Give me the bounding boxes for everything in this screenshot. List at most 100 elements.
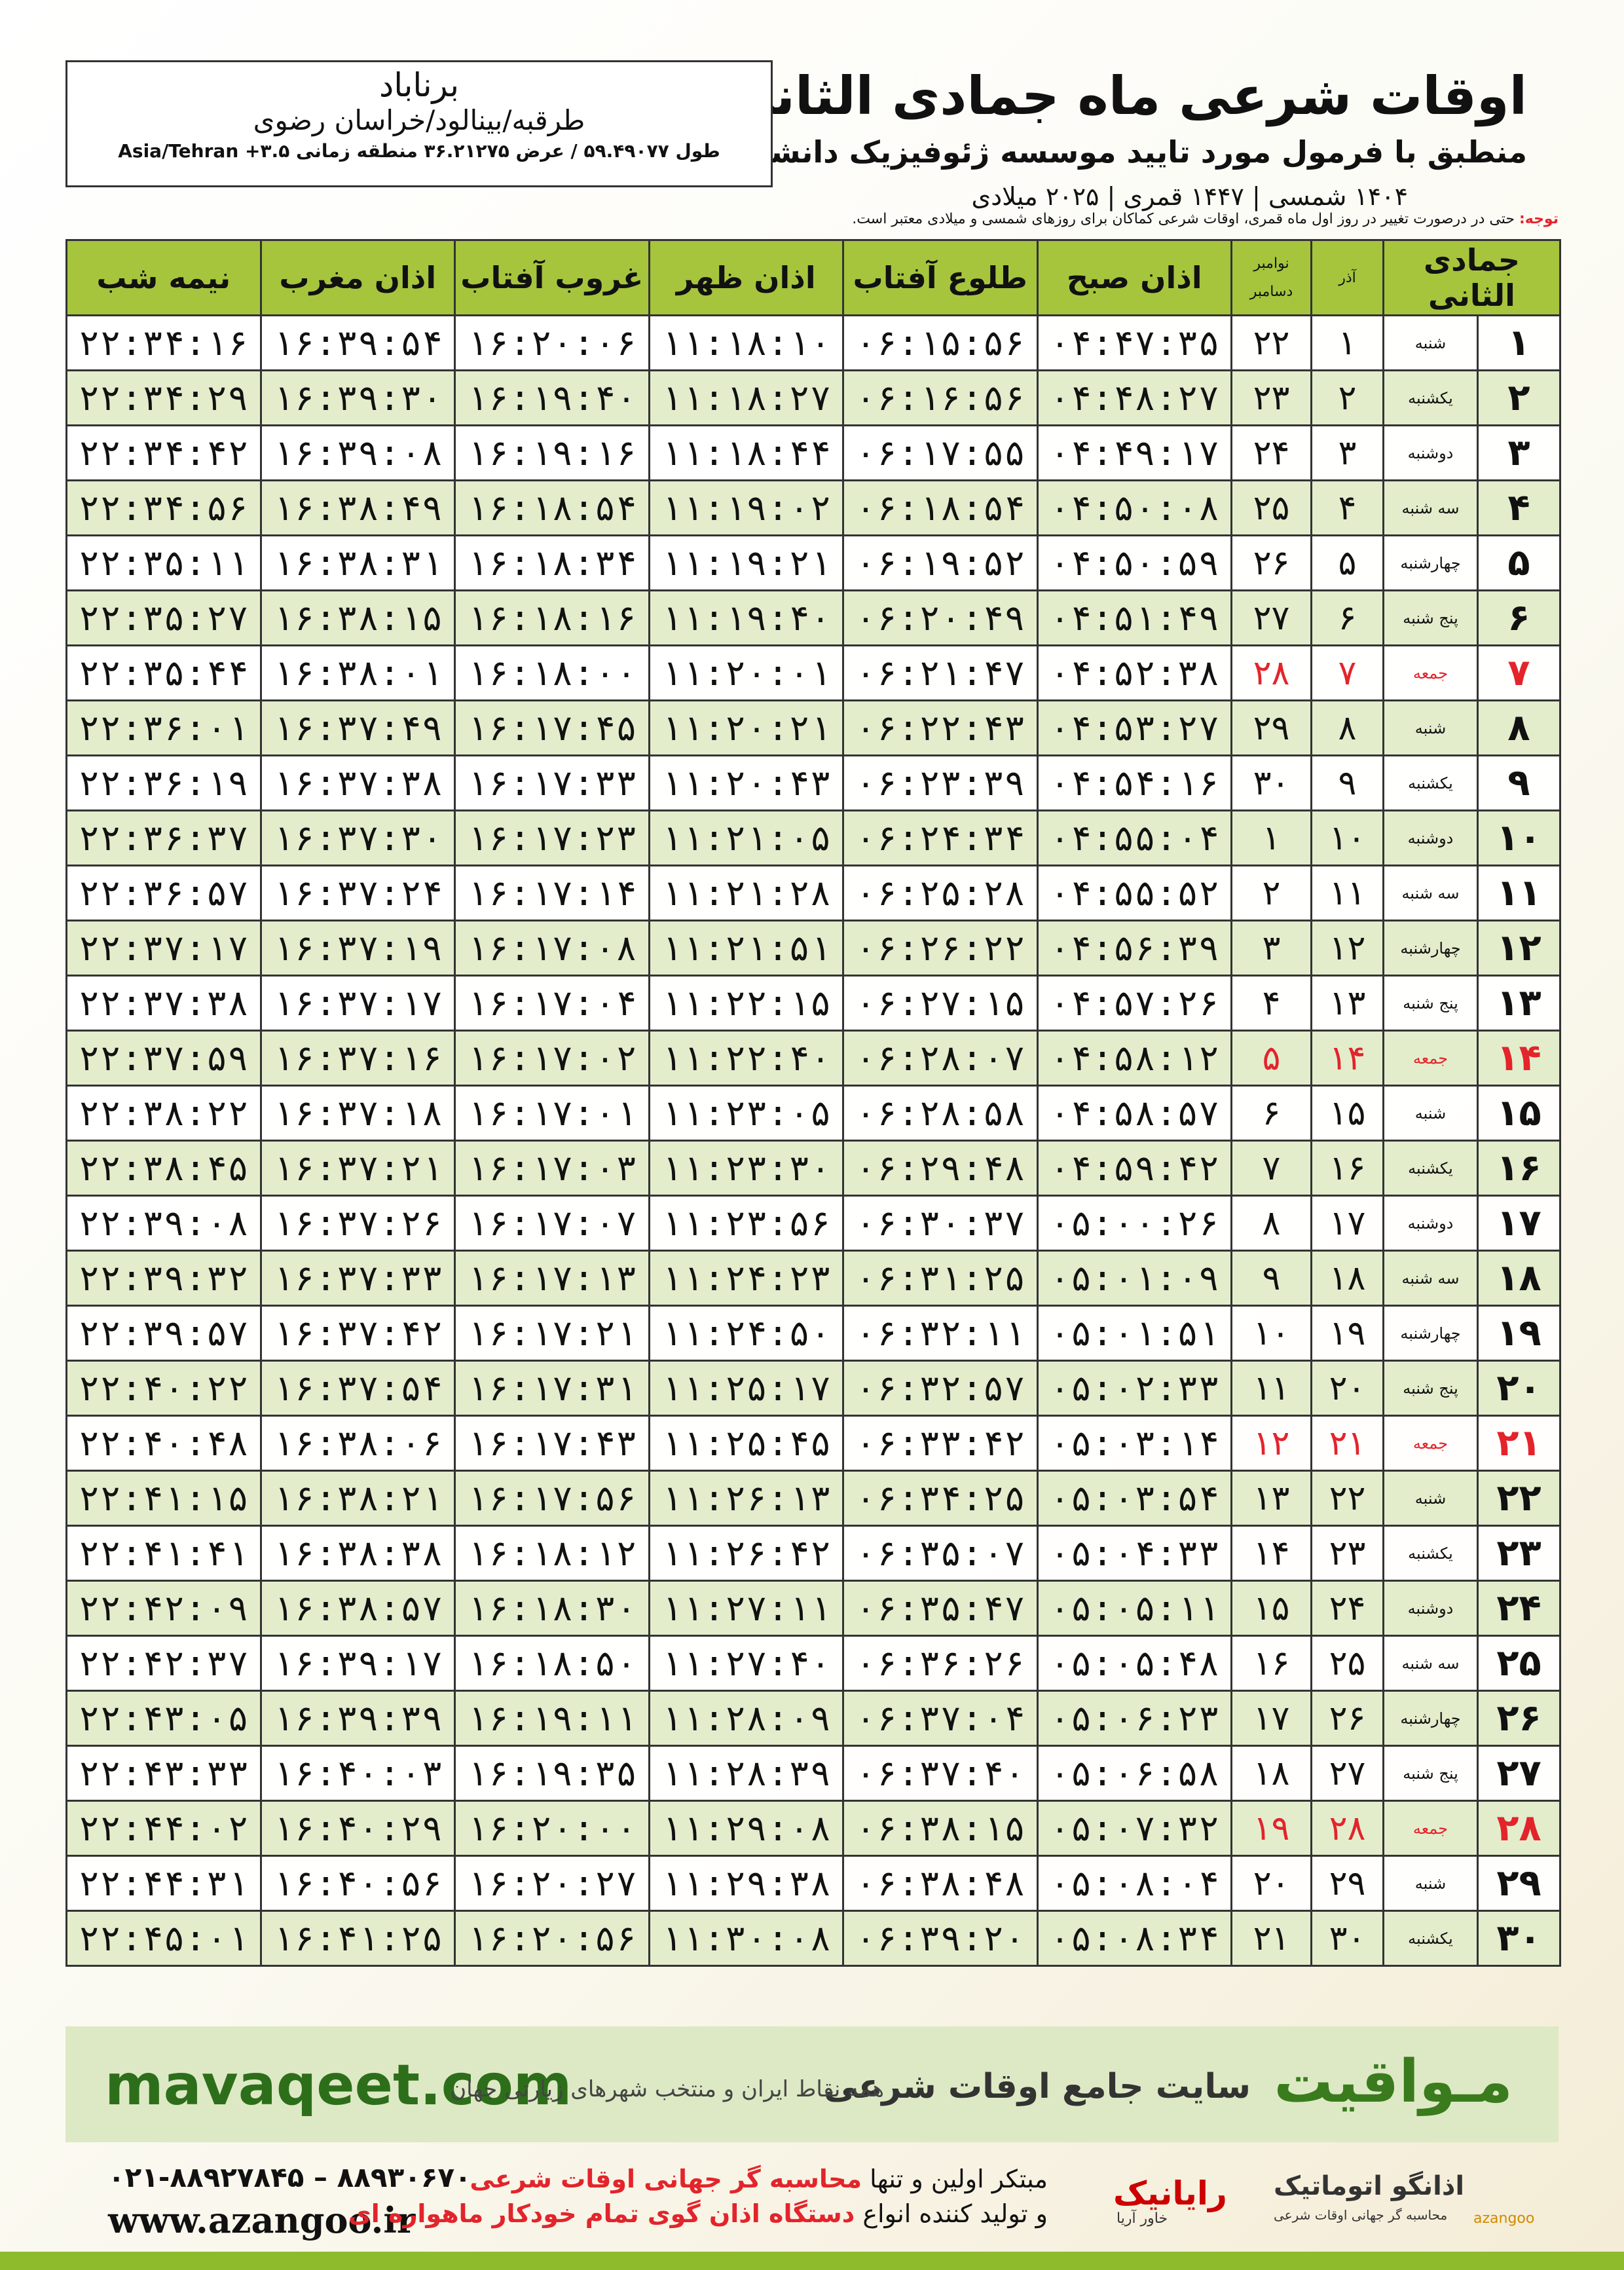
time-cell: ۱۶:۳۷:۳۰ xyxy=(259,809,456,866)
table-row: ۲۱ جمعه ۲۱ ۱۲ ۰۵:۰۳:۱۴ ۰۶:۳۳:۴۲ ۱۱:۲۵:۴۵ ۱۶:۱۷:… xyxy=(65,1415,1562,1472)
time-cell: ۱۱:۲۲:۴۰ xyxy=(648,1030,844,1087)
table-row: ۸ شنبه ۸ ۲۹ ۰۴:۵۳:۲۷ ۰۶:۲۲:۴۳ ۱۱:۲۰:۲۱ ۱۶:۱۷:۴۵… xyxy=(65,699,1562,756)
weekday: یکشنبه xyxy=(1382,1525,1479,1582)
footer-text: مبتکر اولین و تنها xyxy=(870,2165,1048,2193)
time-cell: ۰۵:۰۳:۱۴ xyxy=(1036,1415,1232,1472)
header-cell: غروب آفتاب xyxy=(454,239,650,316)
time-cell: ۱۱:۲۰:۴۳ xyxy=(648,754,844,811)
weekday: دوشنبه xyxy=(1382,1580,1479,1637)
time-cell: ۱۶:۳۸:۲۱ xyxy=(259,1470,456,1527)
gregorian-day: ۱۵ xyxy=(1230,1580,1312,1637)
time-cell: ۱۱:۲۹:۳۸ xyxy=(648,1855,844,1912)
day-number: ۱۹ xyxy=(1477,1305,1562,1362)
gregorian-day: ۲۹ xyxy=(1230,699,1312,756)
gregorian-day: ۱ xyxy=(1230,809,1312,866)
table-row: ۱۱ سه شنبه ۱۱ ۲ ۰۴:۵۵:۵۲ ۰۶:۲۵:۲۸ ۱۱:۲۱:۲۸ ۱۶:۱… xyxy=(65,865,1562,921)
time-cell: ۲۲:۳۵:۲۷ xyxy=(65,589,262,646)
day-number: ۲۳ xyxy=(1477,1525,1562,1582)
weekday: شنبه xyxy=(1382,314,1479,371)
time-cell: ۲۲:۴۱:۴۱ xyxy=(65,1525,262,1582)
table-row: ۷ جمعه ۷ ۲۸ ۰۴:۵۲:۳۸ ۰۶:۲۱:۴۷ ۱۱:۲۰:۰۱ ۱۶:۱۸:۰۰… xyxy=(65,644,1562,701)
time-cell: ۱۶:۱۸:۱۲ xyxy=(454,1525,650,1582)
website[interactable]: www.azangoo.ir xyxy=(108,2199,416,2241)
day-number: ۲ xyxy=(1477,369,1562,426)
time-cell: ۱۱:۲۰:۲۱ xyxy=(648,699,844,756)
time-cell: ۰۴:۵۸:۵۷ xyxy=(1036,1085,1232,1142)
time-cell: ۰۵:۰۷:۳۲ xyxy=(1036,1800,1232,1857)
azar-day: ۱۷ xyxy=(1310,1195,1384,1252)
weekday: یکشنبه xyxy=(1382,369,1479,426)
day-number: ۲۸ xyxy=(1477,1800,1562,1857)
table-row: ۱۹ چهارشنبه ۱۹ ۱۰ ۰۵:۰۱:۵۱ ۰۶:۳۲:۱۱ ۱۱:۲۴:۵۰ ۱۶… xyxy=(65,1305,1562,1362)
weekday: دوشنبه xyxy=(1382,1195,1479,1252)
azar-day: ۱ xyxy=(1310,314,1384,371)
time-cell: ۲۲:۳۷:۵۹ xyxy=(65,1030,262,1087)
day-number: ۹ xyxy=(1477,754,1562,811)
day-number: ۲۲ xyxy=(1477,1470,1562,1527)
time-cell: ۱۶:۳۷:۳۸ xyxy=(259,754,456,811)
subtitle: منطبق با فرمول مورد تایید موسسه ژئوفیزیک… xyxy=(627,134,1527,170)
years: ۱۴۰۴ شمسی | ۱۴۴۷ قمری | ۲۰۲۵ میلادی xyxy=(971,182,1408,211)
time-cell: ۰۶:۳۱:۲۵ xyxy=(842,1250,1039,1307)
table-row: ۱۵ شنبه ۱۵ ۶ ۰۴:۵۸:۵۷ ۰۶:۲۸:۵۸ ۱۱:۲۳:۰۵ ۱۶:۱۷:۰… xyxy=(65,1085,1562,1142)
azar-day: ۲۴ xyxy=(1310,1580,1384,1637)
weekday: سه شنبه xyxy=(1382,1250,1479,1307)
time-cell: ۰۶:۳۸:۱۵ xyxy=(842,1800,1039,1857)
time-cell: ۰۶:۲۰:۴۹ xyxy=(842,589,1039,646)
time-cell: ۱۱:۱۸:۲۷ xyxy=(648,369,844,426)
day-number: ۱۱ xyxy=(1477,865,1562,921)
azar-day: ۳۰ xyxy=(1310,1910,1384,1967)
title: اوقات شرعی ماه جمادی الثانی xyxy=(722,65,1527,126)
day-number: ۸ xyxy=(1477,699,1562,756)
time-cell: ۱۱:۲۷:۴۰ xyxy=(648,1635,844,1692)
gregorian-day: ۱۱ xyxy=(1230,1360,1312,1417)
city: برناباد xyxy=(378,66,460,104)
time-cell: ۱۱:۲۱:۲۸ xyxy=(648,865,844,921)
time-cell: ۱۶:۱۷:۰۸ xyxy=(454,920,650,977)
time-cell: ۰۶:۳۲:۵۷ xyxy=(842,1360,1039,1417)
logo-sub: محاسبه گر جهانی اوقات شرعی xyxy=(1274,2207,1448,2223)
azar-day: ۵ xyxy=(1310,534,1384,591)
table-row: ۲۹ شنبه ۲۹ ۲۰ ۰۵:۰۸:۰۴ ۰۶:۳۸:۴۸ ۱۱:۲۹:۳۸ ۱۶:۲۰:… xyxy=(65,1855,1562,1912)
gregorian-day: ۹ xyxy=(1230,1250,1312,1307)
time-cell: ۰۶:۳۴:۲۵ xyxy=(842,1470,1039,1527)
table-row: ۱۴ جمعه ۱۴ ۵ ۰۴:۵۸:۱۲ ۰۶:۲۸:۰۷ ۱۱:۲۲:۴۰ ۱۶:۱۷:۰… xyxy=(65,1030,1562,1087)
time-cell: ۰۵:۰۴:۳۳ xyxy=(1036,1525,1232,1582)
time-cell: ۲۲:۳۷:۳۸ xyxy=(65,975,262,1032)
time-cell: ۲۲:۴۲:۰۹ xyxy=(65,1580,262,1637)
weekday: جمعه xyxy=(1382,1415,1479,1472)
day-number: ۲۵ xyxy=(1477,1635,1562,1692)
header-cell: اذان مغرب xyxy=(259,239,456,316)
day-number: ۱۸ xyxy=(1477,1250,1562,1307)
coverage: همه نقاط ایران و منتخب شهرهای زیارتی جها… xyxy=(450,2076,884,2102)
day-number: ۳ xyxy=(1477,424,1562,481)
time-cell: ۰۴:۵۳:۲۷ xyxy=(1036,699,1232,756)
time-cell: ۰۶:۲۱:۴۷ xyxy=(842,644,1039,701)
time-cell: ۲۲:۴۴:۳۱ xyxy=(65,1855,262,1912)
gregorian-day: ۲۳ xyxy=(1230,369,1312,426)
azar-day: ۶ xyxy=(1310,589,1384,646)
weekday: چهارشنبه xyxy=(1382,534,1479,591)
time-cell: ۲۲:۳۵:۱۱ xyxy=(65,534,262,591)
time-cell: ۲۲:۳۸:۴۵ xyxy=(65,1140,262,1197)
gregorian-day: ۲۱ xyxy=(1230,1910,1312,1967)
site[interactable]: mavaqeet.com xyxy=(105,2053,572,2118)
time-cell: ۱۶:۱۷:۲۱ xyxy=(454,1305,650,1362)
brand: مـواقیت xyxy=(1274,2047,1513,2116)
time-cell: ۱۶:۱۷:۰۴ xyxy=(454,975,650,1032)
azar-day: ۲۷ xyxy=(1310,1745,1384,1802)
gregorian-day: ۲۰ xyxy=(1230,1855,1312,1912)
azar-day: ۱۰ xyxy=(1310,809,1384,866)
time-cell: ۰۵:۰۱:۰۹ xyxy=(1036,1250,1232,1307)
time-cell: ۱۶:۳۷:۲۱ xyxy=(259,1140,456,1197)
azar-day: ۷ xyxy=(1310,644,1384,701)
time-cell: ۰۶:۳۶:۲۶ xyxy=(842,1635,1039,1692)
gregorian-day: ۲۶ xyxy=(1230,534,1312,591)
time-cell: ۱۱:۱۸:۱۰ xyxy=(648,314,844,371)
time-cell: ۱۶:۳۷:۵۴ xyxy=(259,1360,456,1417)
time-cell: ۱۶:۲۰:۰۰ xyxy=(454,1800,650,1857)
time-cell: ۰۴:۴۸:۲۷ xyxy=(1036,369,1232,426)
table-row: ۱۳ پنج شنبه ۱۳ ۴ ۰۴:۵۷:۲۶ ۰۶:۲۷:۱۵ ۱۱:۲۲:۱۵ ۱۶:… xyxy=(65,975,1562,1032)
time-cell: ۱۶:۳۷:۱۷ xyxy=(259,975,456,1032)
time-cell: ۲۲:۳۴:۱۶ xyxy=(65,314,262,371)
